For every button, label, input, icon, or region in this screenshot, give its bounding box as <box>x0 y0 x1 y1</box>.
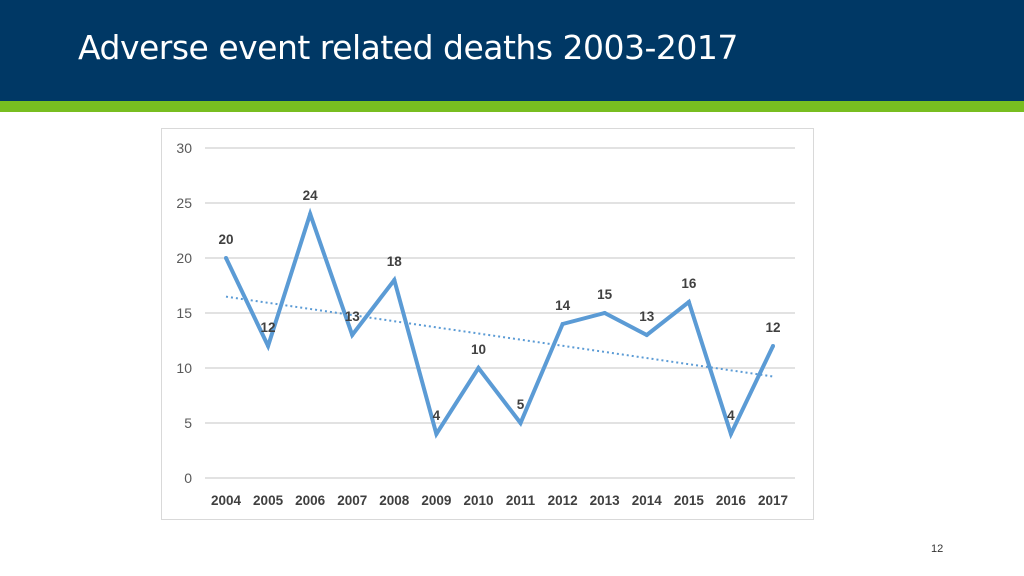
x-tick-label: 2008 <box>379 493 410 508</box>
data-label: 15 <box>597 287 613 302</box>
data-point <box>771 344 775 348</box>
x-tick-label: 2006 <box>295 493 326 508</box>
slide-title: Adverse event related deaths 2003-2017 <box>78 28 738 67</box>
y-tick-label: 10 <box>176 360 192 376</box>
data-point <box>266 344 271 348</box>
y-tick-label: 5 <box>184 415 192 431</box>
data-label: 5 <box>517 397 525 412</box>
accent-strip <box>0 101 1024 112</box>
data-label: 24 <box>303 188 319 203</box>
y-tick-label: 30 <box>176 140 192 156</box>
data-label: 4 <box>727 408 735 423</box>
data-label: 10 <box>471 342 486 357</box>
x-tick-label: 2010 <box>463 493 493 508</box>
data-label: 12 <box>765 320 780 335</box>
data-label: 4 <box>433 408 441 423</box>
x-tick-label: 2013 <box>590 493 621 508</box>
data-label: 13 <box>639 309 655 324</box>
data-point <box>644 333 649 337</box>
data-label: 14 <box>555 298 571 313</box>
data-point <box>686 300 691 304</box>
data-point <box>518 421 523 425</box>
x-tick-label: 2016 <box>716 493 747 508</box>
data-point <box>434 432 439 436</box>
data-point <box>224 256 228 260</box>
chart-frame <box>161 128 814 520</box>
x-tick-label: 2005 <box>253 493 284 508</box>
series-line <box>224 207 775 440</box>
data-label: 16 <box>681 276 697 291</box>
data-label: 20 <box>218 232 233 247</box>
data-point <box>350 333 355 337</box>
y-tick-label: 20 <box>176 250 192 266</box>
y-tick-label: 25 <box>176 195 192 211</box>
data-point <box>476 366 481 370</box>
x-tick-label: 2007 <box>337 493 367 508</box>
data-point <box>308 212 313 216</box>
data-label: 18 <box>387 254 403 269</box>
y-tick-label: 0 <box>184 470 192 486</box>
data-label: 13 <box>345 309 361 324</box>
x-tick-label: 2017 <box>758 493 788 508</box>
x-tick-label: 2015 <box>674 493 705 508</box>
x-tick-label: 2009 <box>421 493 451 508</box>
x-tick-label: 2004 <box>211 493 242 508</box>
x-tick-label: 2011 <box>506 493 536 508</box>
x-tick-label: 2012 <box>548 493 578 508</box>
slide-header <box>0 0 1024 101</box>
data-point <box>392 278 397 282</box>
y-tick-label: 15 <box>176 305 192 321</box>
data-point <box>560 322 565 326</box>
x-tick-label: 2014 <box>632 493 663 508</box>
page-number: 12 <box>931 543 944 555</box>
data-point <box>728 432 733 436</box>
trendline <box>225 295 774 378</box>
data-label: 12 <box>261 320 276 335</box>
data-point <box>602 311 607 315</box>
